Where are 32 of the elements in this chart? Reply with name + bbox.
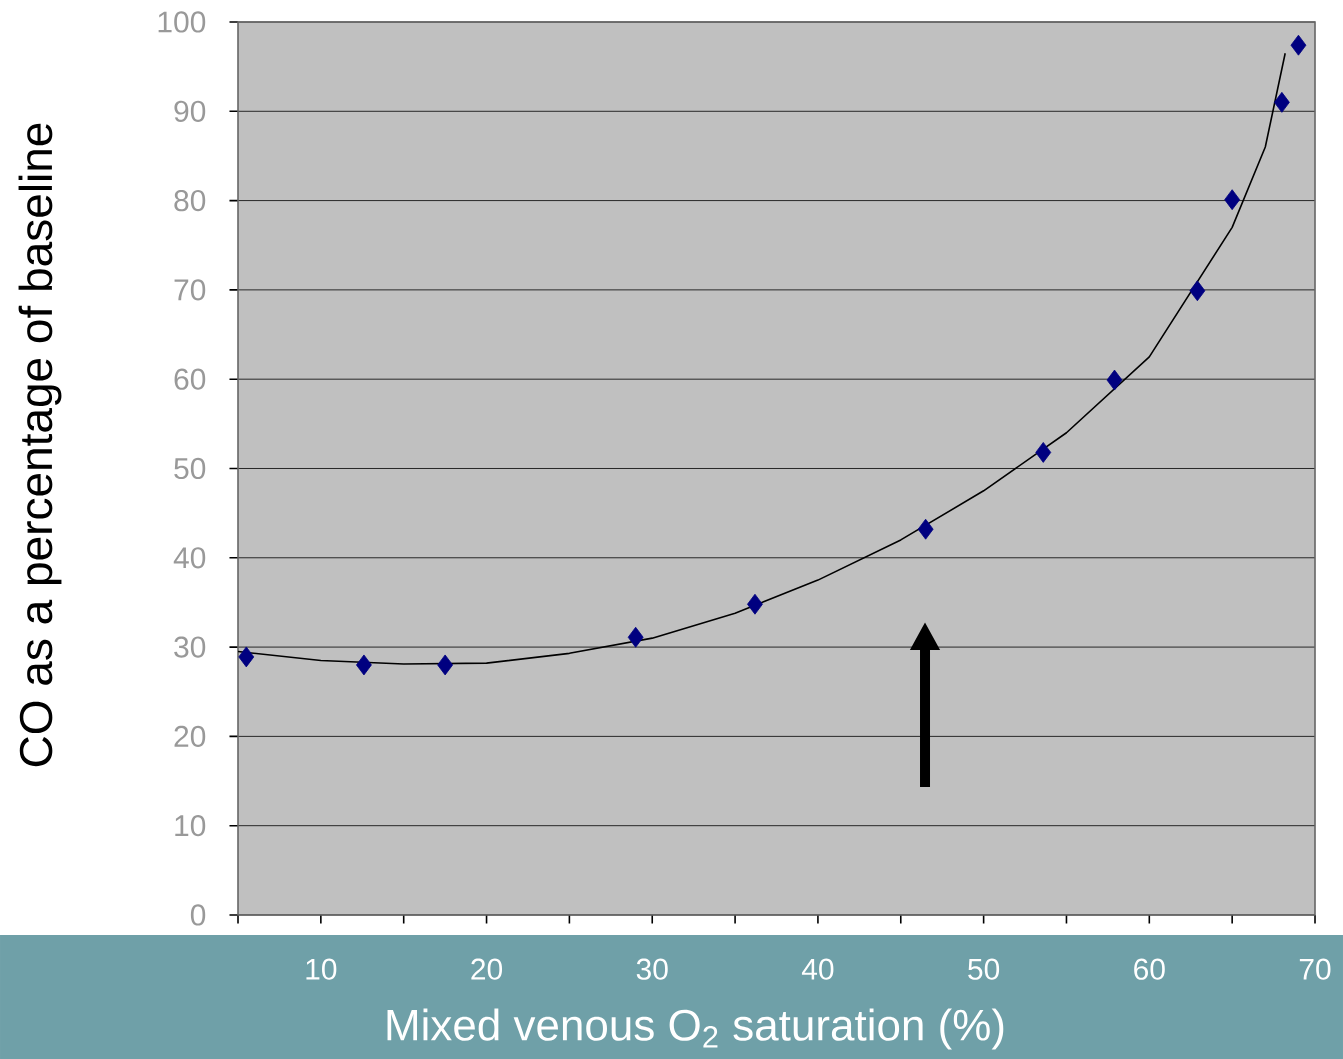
y-axis-title: CO as a percentage of baseline <box>18 123 62 767</box>
y-tick-label: 70 <box>174 279 206 301</box>
y-tick-label: 20 <box>174 725 206 747</box>
point <box>747 593 763 615</box>
point <box>1224 189 1241 211</box>
point <box>1189 280 1206 302</box>
y-tick-label: 90 <box>174 100 206 122</box>
point <box>1035 442 1052 463</box>
point <box>917 518 934 540</box>
x-tick-label: 10 <box>306 958 337 980</box>
point <box>238 646 255 668</box>
x-tick-label: 50 <box>968 958 1000 980</box>
point <box>627 626 644 648</box>
y-tick-label: 30 <box>174 636 206 658</box>
x-tick-label: 40 <box>801 958 834 980</box>
x-tick-label: 60 <box>1134 958 1165 980</box>
y-tick-label: 10 <box>175 815 206 837</box>
x-tick-label: 70 <box>1299 958 1331 980</box>
x-tick-label: 20 <box>471 958 503 980</box>
point <box>1273 91 1290 113</box>
point <box>356 654 372 676</box>
x-axis-title: Mixed venous O$_{2}$ saturation (%) <box>387 1008 1004 1050</box>
y-tick-label: 60 <box>174 368 206 390</box>
point <box>1290 34 1307 56</box>
y-tick-label: 40 <box>173 547 206 569</box>
y-tick-label: 100 <box>158 11 206 33</box>
y-tick-label: 50 <box>174 457 206 480</box>
point <box>437 654 454 676</box>
y-tick-label: 0 <box>190 904 206 926</box>
point <box>1106 369 1123 391</box>
y-tick-label: 80 <box>174 189 206 212</box>
x-tick-label: 30 <box>636 958 668 980</box>
